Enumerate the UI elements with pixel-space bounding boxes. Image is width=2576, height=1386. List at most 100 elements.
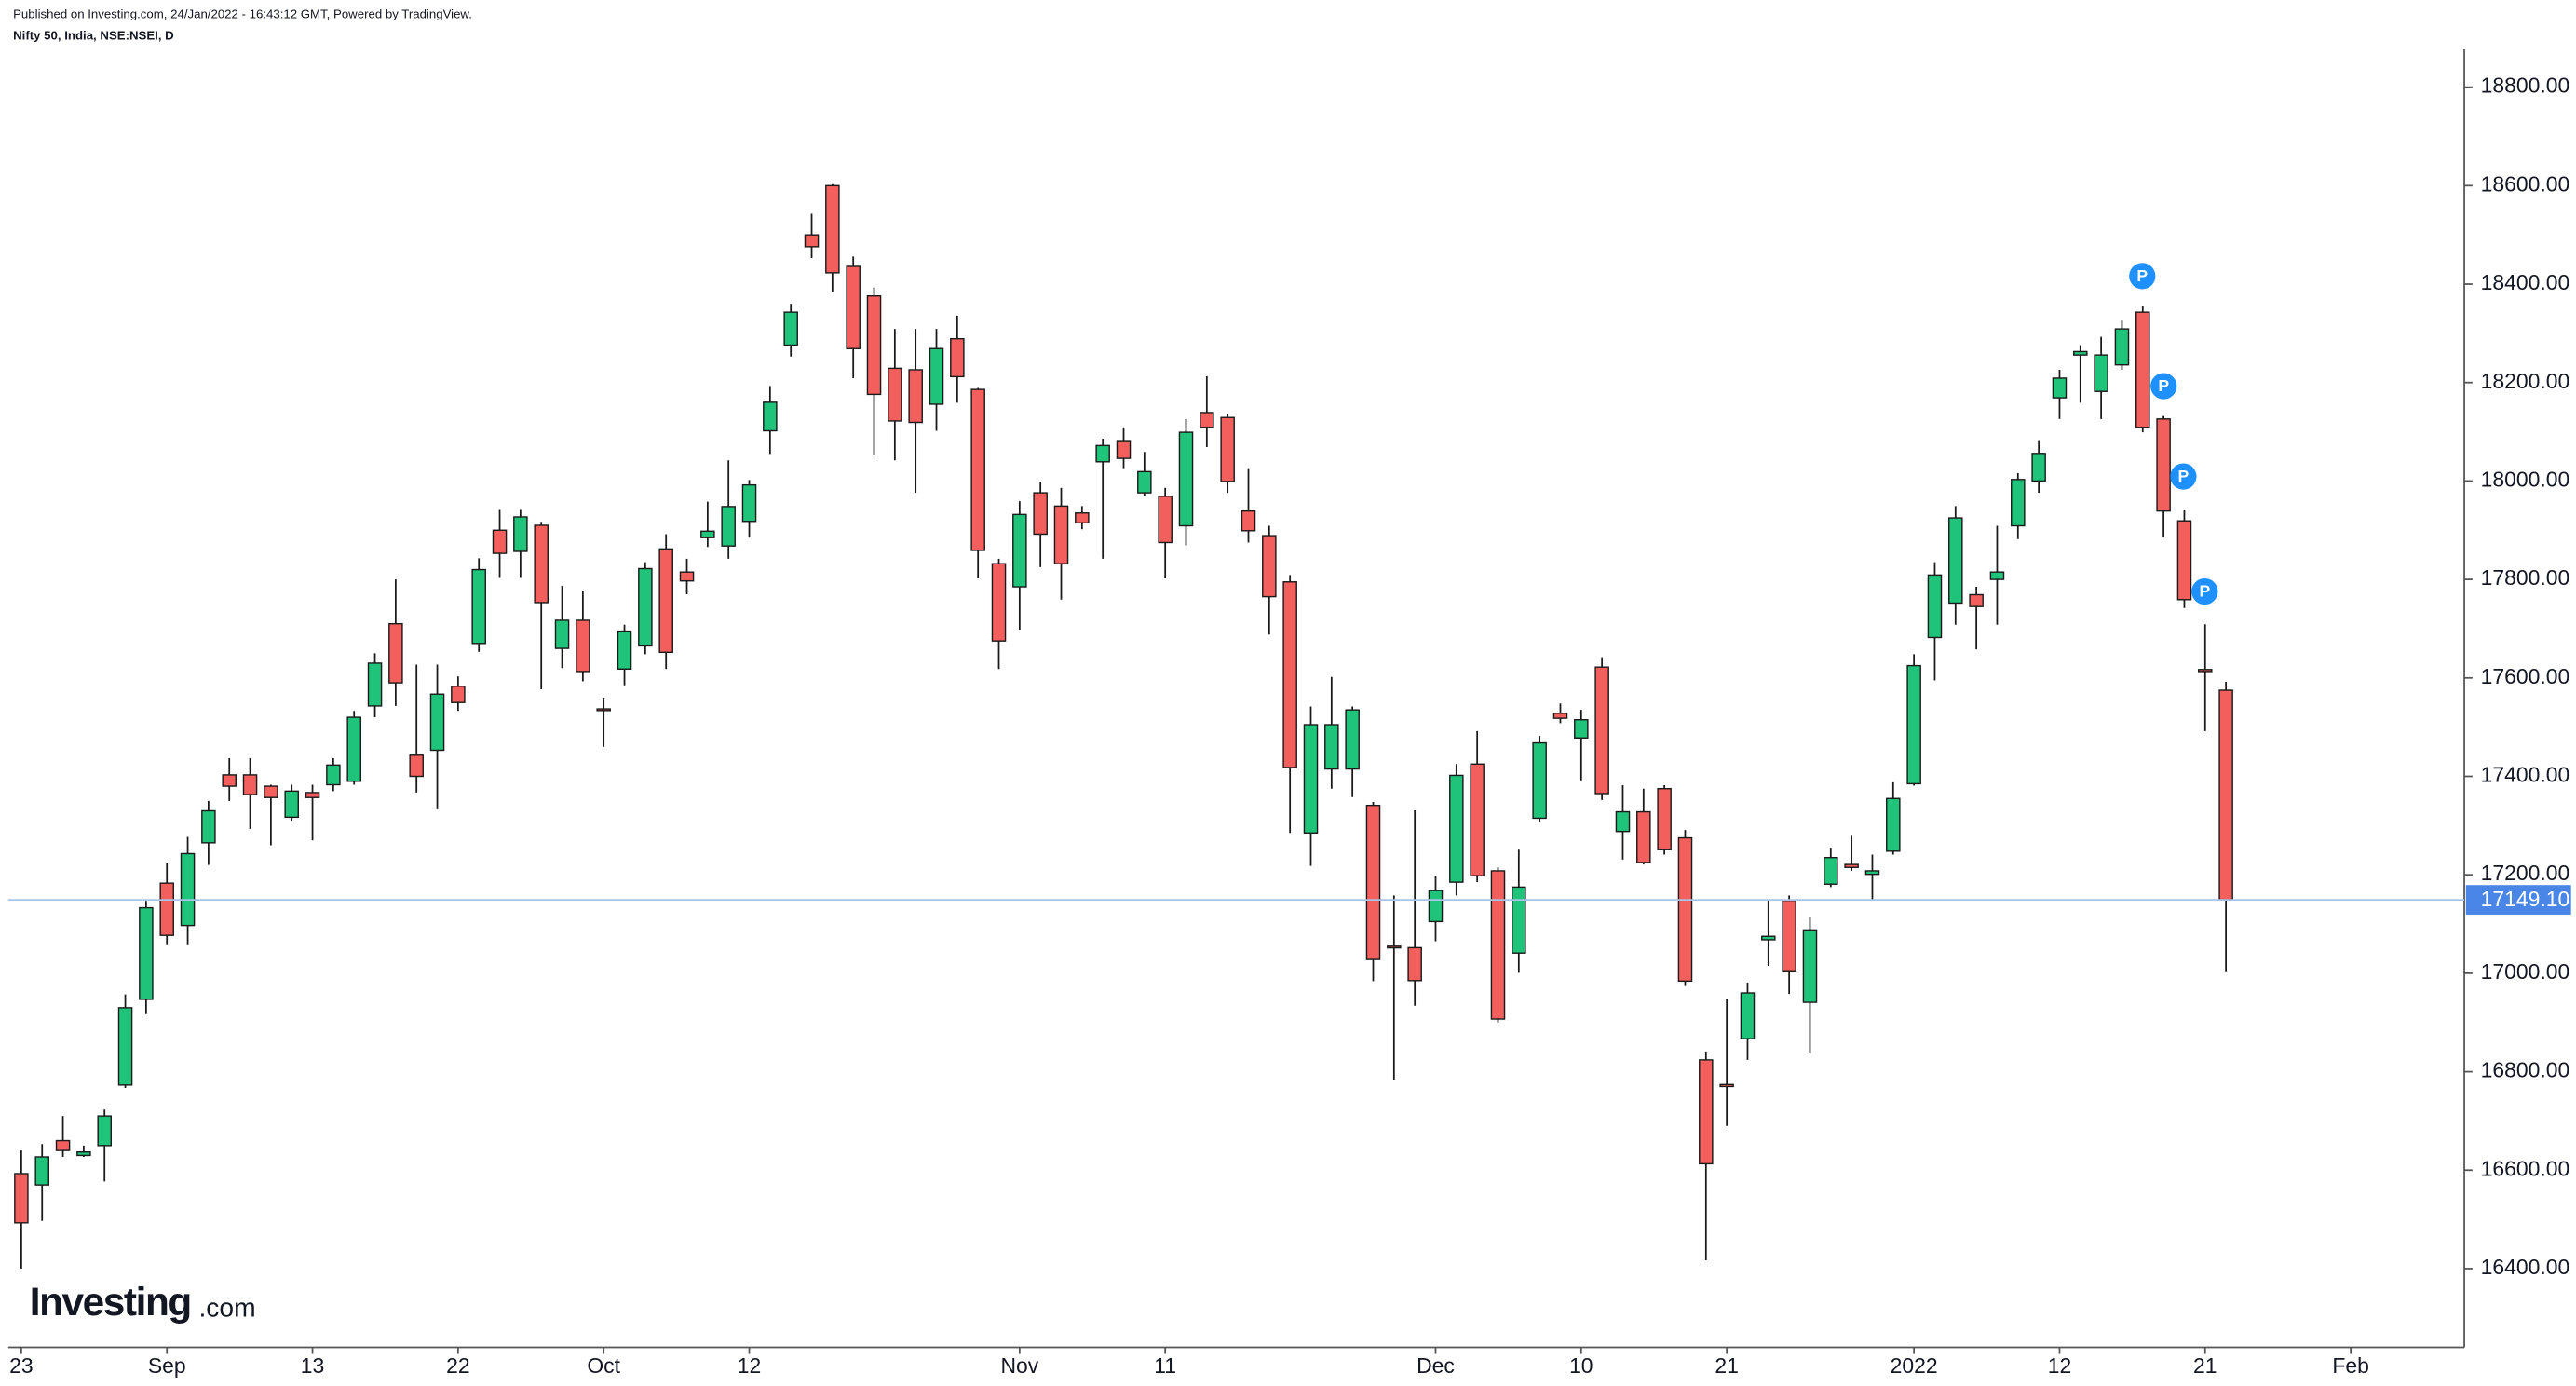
candle-body — [1594, 666, 1609, 795]
candle-body — [180, 852, 196, 927]
candle-body — [305, 792, 320, 798]
chart-title: Nifty 50, India, NSE:NSEI, D — [13, 28, 174, 42]
candle-body — [1428, 890, 1444, 923]
candle-body — [451, 686, 466, 703]
candle-body — [2011, 479, 2026, 527]
candle-body — [2176, 520, 2192, 601]
x-tick-label: Sep — [148, 1353, 186, 1378]
y-tick-label: 18800.00 — [2481, 74, 2570, 98]
candle-body — [1200, 412, 1214, 428]
x-tick-label: Oct — [587, 1353, 620, 1378]
candle-body — [929, 347, 944, 405]
logo-suffix: .com — [198, 1292, 255, 1322]
candle-body — [1470, 763, 1485, 876]
candle-body — [741, 483, 757, 523]
x-tick-label: 12 — [2048, 1353, 2072, 1378]
candle-body — [346, 716, 361, 782]
candle-body — [513, 516, 528, 552]
candle-body — [1719, 1083, 1734, 1088]
candle-body — [201, 809, 216, 844]
x-tick-label: Dec — [1417, 1353, 1455, 1378]
candle-body — [1053, 505, 1069, 564]
y-tick-label: 18400.00 — [2481, 270, 2570, 294]
candle-body — [1657, 788, 1672, 850]
candle-body — [617, 630, 632, 670]
x-tick-label: 2022 — [1891, 1353, 1938, 1378]
candle-body — [1075, 512, 1090, 524]
x-tick-label: 12 — [738, 1353, 762, 1378]
candle-body — [76, 1151, 91, 1157]
candle-body — [554, 619, 570, 649]
y-tick-label: 16600.00 — [2481, 1156, 2570, 1180]
candle-body — [658, 548, 673, 654]
pivot-marker-label: P — [2199, 582, 2210, 601]
y-tick-label: 17000.00 — [2481, 959, 2570, 984]
candle-body — [534, 524, 549, 604]
candle-body — [1490, 870, 1506, 1020]
y-tick-label: 17200.00 — [2481, 861, 2570, 885]
candle-body — [1241, 510, 1256, 532]
logo-name: Investing — [30, 1280, 191, 1324]
candle-body — [1824, 856, 1838, 885]
candle-body — [576, 619, 590, 673]
candle-body — [284, 790, 299, 819]
candle-body — [1906, 664, 1921, 785]
candle-body — [2218, 689, 2233, 901]
candle-body — [1989, 571, 2005, 580]
y-tick-label: 17600.00 — [2481, 664, 2570, 688]
candle-body — [1407, 946, 1422, 982]
last-price-box — [2465, 885, 2571, 915]
candle-body — [970, 388, 985, 551]
candle-body — [222, 774, 237, 787]
candle-body — [2094, 354, 2108, 392]
candle-body — [700, 530, 715, 538]
candle-body — [1615, 810, 1631, 833]
candle-body — [1262, 535, 1277, 598]
candle-body — [2031, 453, 2046, 482]
candle-body — [1864, 870, 1880, 876]
candle-body — [2198, 669, 2213, 673]
candle-body — [1137, 470, 1152, 494]
candle-body — [1116, 440, 1132, 459]
candle-body — [2052, 377, 2068, 399]
candle-body — [429, 693, 445, 752]
candle-body — [2073, 350, 2088, 356]
candle-body — [1345, 709, 1360, 770]
last-price-label: 17149.10 — [2481, 887, 2570, 911]
candle-body — [264, 785, 278, 798]
y-tick-label: 18200.00 — [2481, 369, 2570, 393]
candle-body — [1969, 593, 1984, 607]
candle-body — [2135, 311, 2150, 428]
pivot-marker-label: P — [2178, 467, 2190, 485]
candle-body — [1761, 935, 1776, 941]
candle-body — [1158, 496, 1173, 544]
candle-body — [1699, 1059, 1714, 1165]
pivot-marker — [2150, 373, 2177, 400]
candle-body — [908, 369, 923, 424]
candle-body — [1033, 492, 1048, 536]
y-tick-label: 16400.00 — [2481, 1255, 2570, 1279]
y-tick-label: 17400.00 — [2481, 763, 2570, 787]
x-tick-label: 23 — [9, 1353, 34, 1378]
candle-body — [679, 571, 695, 582]
candle-body — [763, 401, 778, 432]
candle-body — [139, 906, 154, 1000]
candle-body — [1387, 945, 1402, 949]
y-tick-label: 18000.00 — [2481, 467, 2570, 491]
candle-body — [1282, 581, 1297, 768]
candle-body — [1677, 836, 1693, 983]
candle-body — [34, 1156, 49, 1186]
candle-body — [388, 622, 403, 684]
x-tick-label: 10 — [1569, 1353, 1593, 1378]
pivot-marker — [2129, 263, 2156, 290]
candle-body — [1802, 929, 1818, 1003]
candle-body — [888, 367, 902, 422]
candle-body — [409, 754, 424, 778]
candle-body — [1740, 992, 1756, 1040]
candle-body — [1927, 574, 1943, 639]
x-tick-label: 11 — [1154, 1353, 1176, 1378]
candle-body — [2114, 328, 2130, 366]
candle-body — [1532, 741, 1547, 820]
candle-body — [492, 529, 508, 554]
